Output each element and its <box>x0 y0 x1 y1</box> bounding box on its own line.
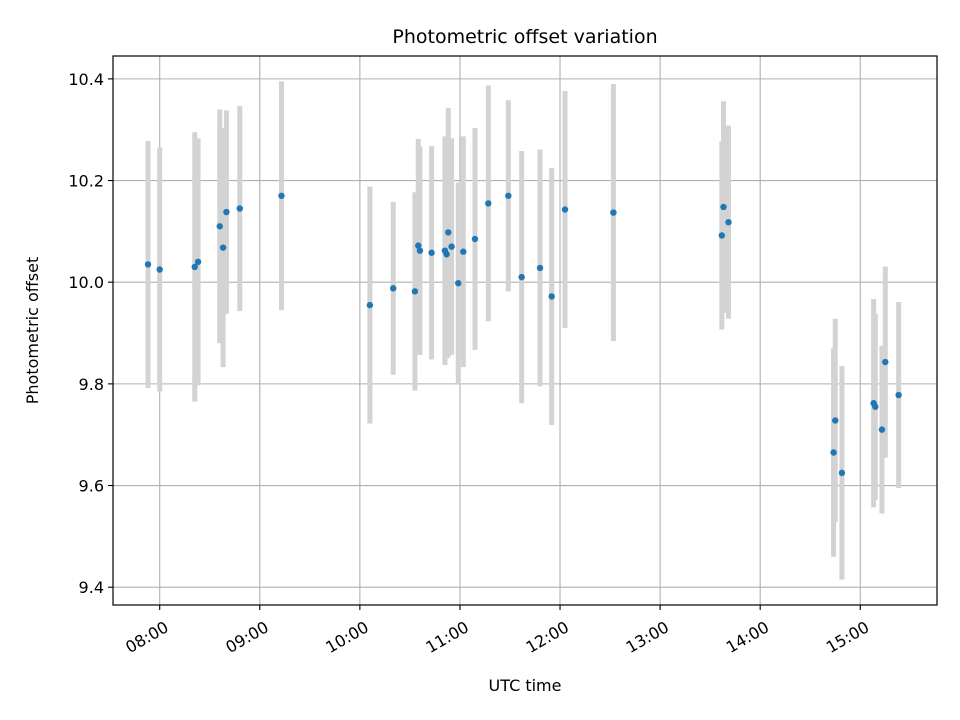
data-point <box>471 235 479 243</box>
y-tick-label: 10.0 <box>68 273 104 292</box>
data-point <box>455 280 462 287</box>
data-point <box>445 229 452 236</box>
data-point <box>505 192 512 199</box>
y-tick-label: 9.6 <box>79 477 104 496</box>
data-point <box>872 403 879 410</box>
data-point <box>416 247 424 254</box>
x-axis-label: UTC time <box>489 676 562 695</box>
data-point <box>536 264 544 272</box>
data-point <box>895 391 902 399</box>
y-axis-ticks: 9.4 9.6 9.8 10.0 10.2 10.4 <box>68 70 113 597</box>
chart-title: Photometric offset variation <box>392 26 657 48</box>
data-point <box>485 200 492 207</box>
data-point <box>443 251 450 258</box>
data-point <box>216 223 223 230</box>
data-point <box>838 469 846 477</box>
data-point <box>518 273 525 281</box>
data-point <box>832 417 839 424</box>
data-point <box>448 243 455 250</box>
data-point <box>194 258 202 266</box>
data-point <box>428 249 435 256</box>
data-point <box>718 232 726 239</box>
data-point <box>223 208 230 216</box>
data-point <box>278 192 285 199</box>
data-point <box>156 266 163 273</box>
data-point <box>366 301 374 309</box>
data-point <box>460 248 467 255</box>
data-point <box>144 261 152 268</box>
data-point <box>725 219 732 226</box>
plot-frame <box>112 55 938 606</box>
data-point <box>191 263 198 271</box>
data-point <box>219 244 227 251</box>
data-point <box>411 288 419 295</box>
y-tick-label: 9.4 <box>79 578 104 597</box>
data-point <box>720 203 727 211</box>
data-point <box>561 206 569 213</box>
data-point <box>882 358 889 366</box>
data-points <box>144 192 902 477</box>
data-point <box>610 209 617 216</box>
data-point <box>878 426 886 433</box>
data-point <box>390 285 397 292</box>
data-point <box>415 242 422 249</box>
data-point <box>548 293 555 300</box>
grid <box>113 56 937 605</box>
y-axis-label: Photometric offset <box>23 257 42 405</box>
y-tick-label: 10.4 <box>68 70 104 89</box>
y-tick-label: 10.2 <box>68 172 104 191</box>
data-point <box>830 449 837 456</box>
y-tick-label: 9.8 <box>79 375 104 394</box>
data-point <box>236 205 243 212</box>
